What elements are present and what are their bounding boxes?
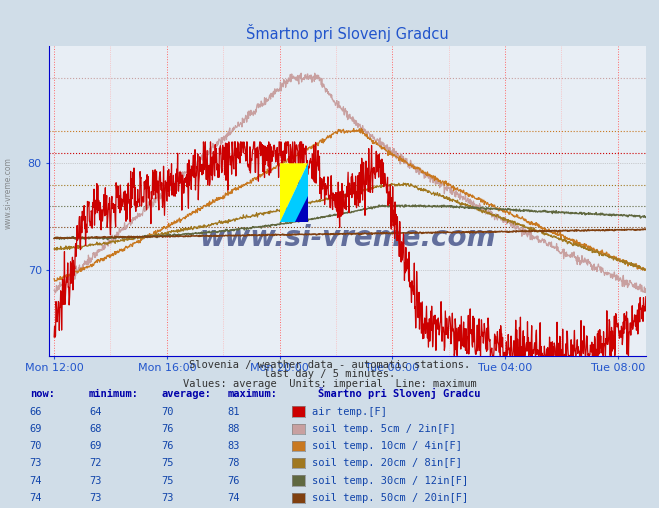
Text: 73: 73	[89, 493, 101, 503]
Text: 74: 74	[227, 493, 240, 503]
Text: 76: 76	[161, 441, 174, 451]
Text: 73: 73	[30, 458, 42, 468]
Text: 74: 74	[30, 475, 42, 486]
Text: soil temp. 20cm / 8in[F]: soil temp. 20cm / 8in[F]	[312, 458, 462, 468]
Polygon shape	[295, 196, 308, 222]
Text: 88: 88	[227, 424, 240, 434]
Text: soil temp. 30cm / 12in[F]: soil temp. 30cm / 12in[F]	[312, 475, 468, 486]
Title: Šmartno pri Slovenj Gradcu: Šmartno pri Slovenj Gradcu	[246, 24, 449, 42]
Text: Šmartno pri Slovenj Gradcu: Šmartno pri Slovenj Gradcu	[318, 387, 481, 399]
Text: www.si-vreme.com: www.si-vreme.com	[4, 157, 13, 229]
Text: 66: 66	[30, 406, 42, 417]
Text: 69: 69	[89, 441, 101, 451]
Polygon shape	[280, 163, 308, 222]
Text: soil temp. 5cm / 2in[F]: soil temp. 5cm / 2in[F]	[312, 424, 455, 434]
Text: minimum:: minimum:	[89, 389, 139, 399]
Text: 70: 70	[161, 406, 174, 417]
Text: average:: average:	[161, 389, 212, 399]
Text: Values: average  Units: imperial  Line: maximum: Values: average Units: imperial Line: ma…	[183, 378, 476, 389]
Text: now:: now:	[30, 389, 55, 399]
Text: 72: 72	[89, 458, 101, 468]
Text: 83: 83	[227, 441, 240, 451]
Text: 64: 64	[89, 406, 101, 417]
Text: 75: 75	[161, 475, 174, 486]
Text: soil temp. 10cm / 4in[F]: soil temp. 10cm / 4in[F]	[312, 441, 462, 451]
Text: 76: 76	[161, 424, 174, 434]
Text: 70: 70	[30, 441, 42, 451]
Text: maximum:: maximum:	[227, 389, 277, 399]
Text: 74: 74	[30, 493, 42, 503]
Text: 76: 76	[227, 475, 240, 486]
Text: 75: 75	[161, 458, 174, 468]
Text: 78: 78	[227, 458, 240, 468]
Text: 81: 81	[227, 406, 240, 417]
Text: 73: 73	[161, 493, 174, 503]
Text: 69: 69	[30, 424, 42, 434]
Text: Slovenia / weather data - automatic stations.: Slovenia / weather data - automatic stat…	[189, 360, 470, 370]
Text: soil temp. 50cm / 20in[F]: soil temp. 50cm / 20in[F]	[312, 493, 468, 503]
Text: last day / 5 minutes.: last day / 5 minutes.	[264, 369, 395, 379]
Text: 68: 68	[89, 424, 101, 434]
Text: air temp.[F]: air temp.[F]	[312, 406, 387, 417]
Polygon shape	[280, 163, 308, 222]
Text: www.si-vreme.com: www.si-vreme.com	[200, 224, 496, 252]
Text: 73: 73	[89, 475, 101, 486]
